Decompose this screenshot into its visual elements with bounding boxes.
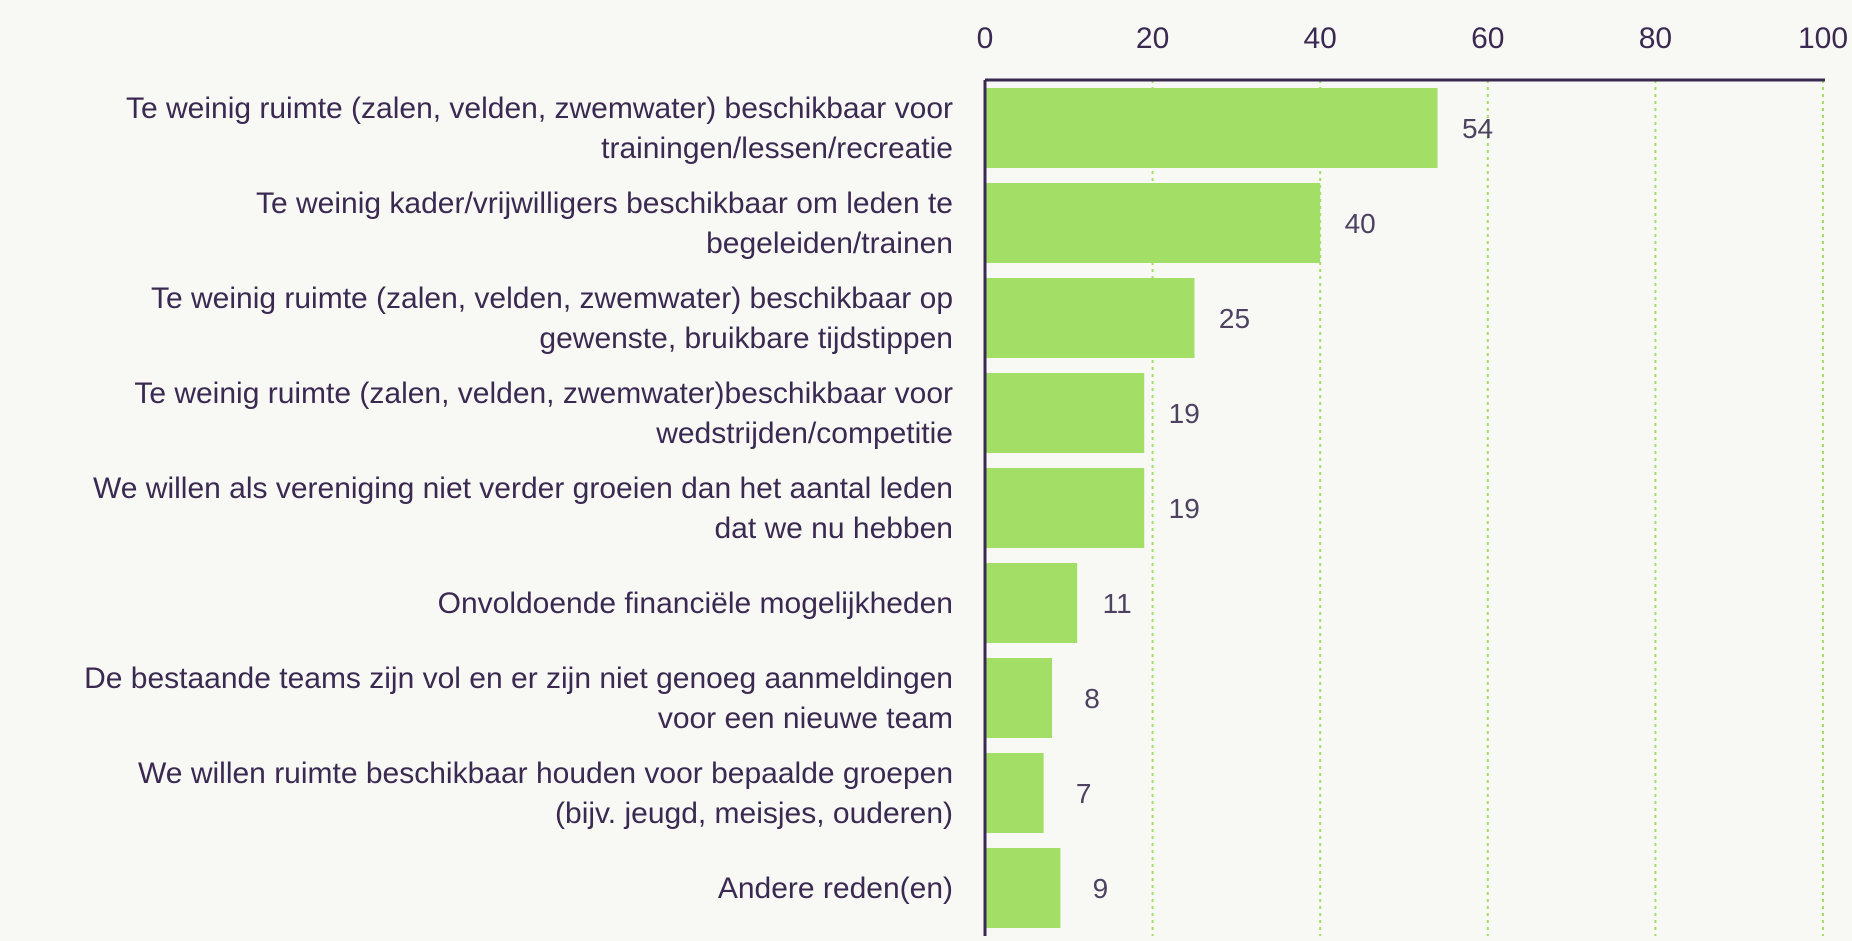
category-label-2: Te weinig kader/vrijwilligers beschikbaa…: [256, 187, 953, 260]
axes: [983, 78, 1825, 936]
category-label-line: We willen als vereniging niet verder gro…: [93, 472, 953, 505]
category-label-8: We willen ruimte beschikbaar houden voor…: [138, 757, 953, 830]
value-label-5: 19: [1169, 493, 1200, 524]
category-label-line: Andere reden(en): [718, 872, 953, 905]
x-tick-label-80: 80: [1639, 22, 1672, 55]
category-label-line: Te weinig ruimte (zalen, velden, zwemwat…: [134, 377, 953, 410]
value-label-2: 40: [1345, 208, 1376, 239]
category-label-1: Te weinig ruimte (zalen, velden, zwemwat…: [126, 92, 953, 165]
value-label-9: 9: [1093, 873, 1109, 904]
value-label-6: 11: [1103, 588, 1132, 619]
value-label-1: 54: [1462, 113, 1493, 144]
bar-7: [985, 658, 1053, 738]
category-label-line: wedstrijden/competitie: [655, 417, 953, 450]
x-axis-ticks: 0 20 40 60 80 100: [977, 22, 1848, 55]
category-label-4: Te weinig ruimte (zalen, velden, zwemwat…: [134, 377, 953, 450]
bar-2: [985, 183, 1321, 263]
category-label-line: Onvoldoende financiële mogelijkheden: [438, 587, 953, 620]
category-label-3: Te weinig ruimte (zalen, velden, zwemwat…: [151, 282, 953, 355]
bar-6: [985, 563, 1078, 643]
bars: [985, 88, 1438, 928]
bar-3: [985, 278, 1195, 358]
value-label-8: 7: [1076, 778, 1092, 809]
category-label-line: (bijv. jeugd, meisjes, ouderen): [555, 797, 953, 830]
category-label-line: voor een nieuwe team: [658, 702, 953, 735]
bar-1: [985, 88, 1438, 168]
category-label-line: De bestaande teams zijn vol en er zijn n…: [84, 662, 953, 695]
x-tick-label-100: 100: [1798, 22, 1848, 55]
category-label-line: trainingen/lessen/recreatie: [601, 132, 953, 165]
bar-8: [985, 753, 1044, 833]
category-label-5: We willen als vereniging niet verder gro…: [93, 472, 953, 545]
bar-5: [985, 468, 1145, 548]
category-labels: Te weinig ruimte (zalen, velden, zwemwat…: [84, 92, 953, 905]
category-label-line: gewenste, bruikbare tijdstippen: [539, 322, 953, 355]
category-label-line: Te weinig ruimte (zalen, velden, zwemwat…: [126, 92, 953, 125]
x-tick-label-20: 20: [1136, 22, 1169, 55]
category-label-line: Te weinig kader/vrijwilligers beschikbaa…: [256, 187, 953, 220]
value-label-3: 25: [1219, 303, 1250, 334]
x-tick-label-0: 0: [977, 22, 994, 55]
category-label-line: dat we nu hebben: [714, 512, 953, 545]
value-label-4: 19: [1169, 398, 1200, 429]
category-label-7: De bestaande teams zijn vol en er zijn n…: [84, 662, 953, 735]
value-labels: 54 40 25 19 19 11 8 7 9: [1076, 113, 1493, 904]
x-tick-label-40: 40: [1304, 22, 1337, 55]
category-label-9: Andere reden(en): [718, 872, 953, 905]
category-label-6: Onvoldoende financiële mogelijkheden: [438, 587, 953, 620]
bar-4: [985, 373, 1145, 453]
category-label-line: Te weinig ruimte (zalen, velden, zwemwat…: [151, 282, 953, 315]
value-label-7: 8: [1084, 683, 1100, 714]
category-label-line: begeleiden/trainen: [706, 227, 953, 260]
bar-9: [985, 848, 1061, 928]
x-tick-label-60: 60: [1471, 22, 1504, 55]
category-label-line: We willen ruimte beschikbaar houden voor…: [138, 757, 953, 790]
